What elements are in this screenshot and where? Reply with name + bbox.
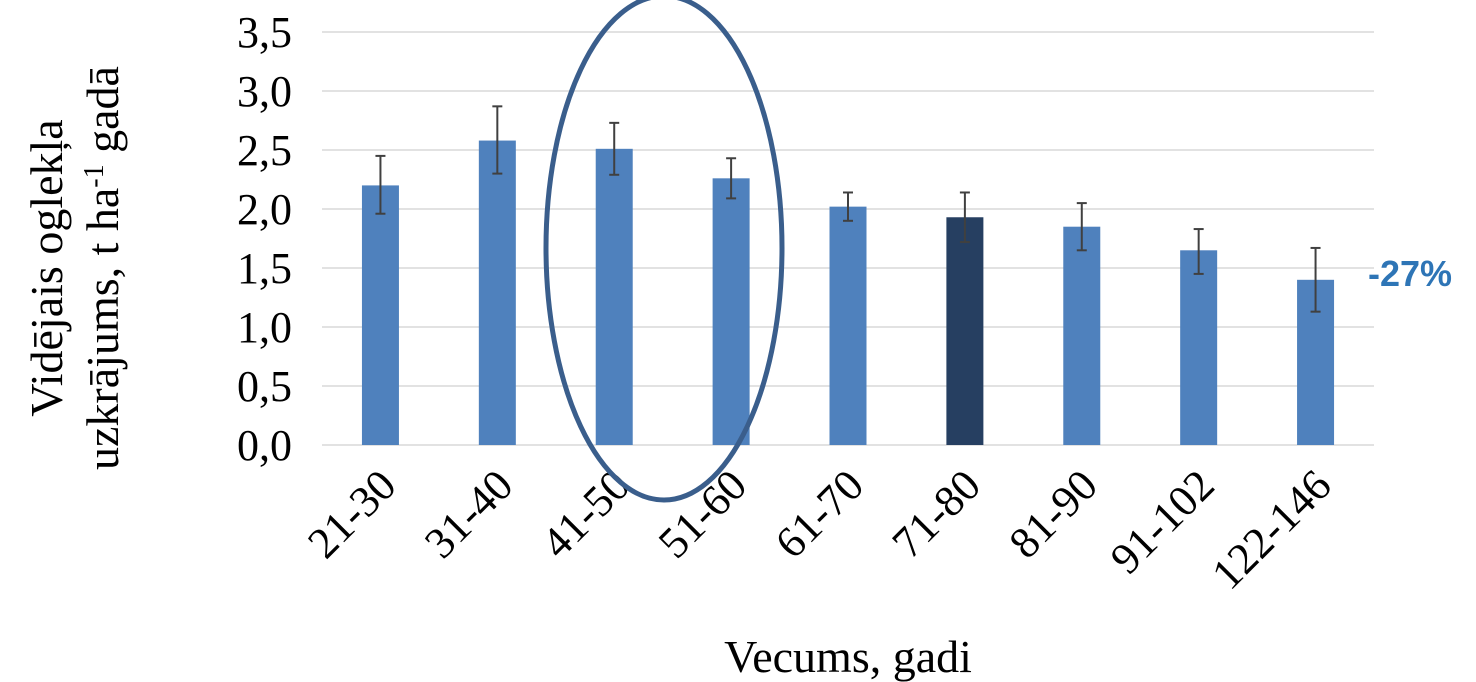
error-bar-21-30	[375, 154, 386, 215]
y-axis-title-line2: uzkrājums, t ha-1 gadā	[77, 66, 128, 470]
y-tick-label: 2,0	[237, 185, 292, 234]
bar-71-80	[946, 217, 984, 445]
error-bar-91-102	[1193, 228, 1204, 275]
y-tick-label: 2,5	[237, 126, 292, 175]
change-annotation: -27%	[1368, 253, 1452, 294]
error-bar-71-80	[959, 191, 970, 244]
bar-61-70	[829, 206, 867, 445]
x-axis-title: Vecums, gadi	[724, 631, 972, 682]
error-bars	[375, 105, 1321, 313]
x-tick-label: 31-40	[415, 460, 522, 567]
bar-41-50	[595, 148, 633, 445]
error-bar-122-146	[1310, 246, 1321, 313]
bar-51-60	[712, 178, 750, 445]
x-axis-ticks: 21-30 31-40 41-50 51-60 61-70 71-80 81-9091-10…	[298, 460, 1340, 598]
y-axis-title-line1: Vidējais oglekļa	[21, 119, 72, 416]
y-axis-ticks: 0,0 0,5 1,0 1,5 2,0 2,5 3,0 3,5	[237, 8, 292, 470]
bar-21-30	[361, 185, 399, 445]
y-tick-label: 3,0	[237, 67, 292, 116]
error-bar-41-50	[609, 121, 620, 176]
error-bar-31-40	[492, 105, 503, 175]
x-tick-label: 81-90	[1000, 460, 1107, 567]
x-tick-label: 41-50	[532, 460, 639, 567]
bars	[361, 140, 1335, 445]
y-tick-label: 0,5	[237, 362, 292, 411]
x-tick-label: 61-70	[766, 460, 873, 567]
x-tick-label: 71-80	[883, 460, 990, 567]
y-tick-label: 1,0	[237, 303, 292, 352]
y-tick-label: 0,0	[237, 421, 292, 470]
x-tick-label: 51-60	[649, 460, 756, 567]
x-tick-label: 21-30	[298, 460, 405, 567]
y-tick-label: 1,5	[237, 244, 292, 293]
y-axis-title-part-b: gadā	[77, 66, 128, 164]
y-axis-title-superscript: -1	[79, 164, 110, 187]
bar-81-90	[1063, 226, 1101, 445]
y-tick-label: 3,5	[237, 8, 292, 57]
error-bar-51-60	[726, 157, 737, 200]
error-bar-81-90	[1076, 202, 1087, 252]
highlight-ellipse	[543, 0, 785, 503]
bar-31-40	[478, 140, 516, 445]
y-axis-title-part-a: uzkrājums, t ha	[77, 188, 128, 470]
bar-91-102	[1180, 250, 1218, 445]
error-bar-61-70	[843, 191, 853, 222]
y-axis-title: Vidējais oglekļa uzkrājums, t ha-1 gadā	[21, 66, 128, 470]
x-tick-label: 122-146	[1202, 460, 1340, 598]
